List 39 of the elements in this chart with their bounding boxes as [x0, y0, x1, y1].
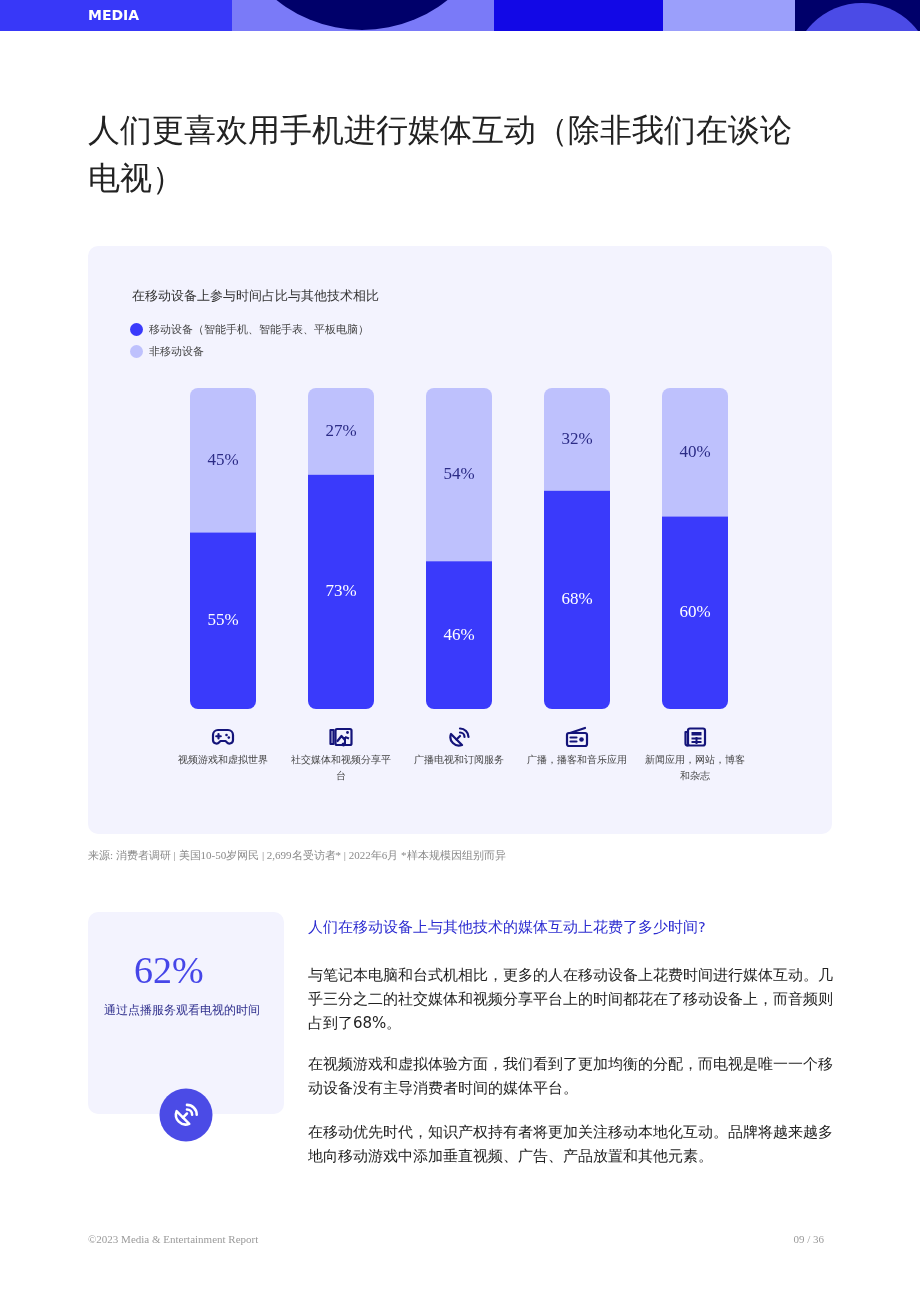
data-label: 73%	[325, 581, 357, 601]
legend-label: 非移动设备	[149, 343, 204, 359]
x-tick-label: 社交媒体和视频分享平台	[290, 753, 392, 783]
bar	[308, 388, 374, 475]
data-label: 46%	[443, 624, 475, 644]
bar	[544, 388, 610, 491]
bar	[426, 388, 492, 562]
data-label: 32%	[561, 428, 593, 448]
data-label: 40%	[679, 441, 711, 461]
bar	[662, 516, 728, 709]
x-tick-label: 视频游戏和虚拟世界	[177, 753, 269, 767]
data-label: 68%	[561, 589, 593, 609]
bar	[308, 474, 374, 709]
x-tick-label: 新闻应用，网站，博客和杂志	[644, 753, 746, 783]
text: 在移动优先时代，知识产权持有者将更加关注移动本地化互动。品牌将越来越多地向移动游戏中添加垂直视频、广告、产品放置和其他元素。	[308, 1122, 834, 1167]
bar	[662, 388, 728, 517]
text: MEDIA	[88, 7, 140, 23]
bar	[426, 561, 492, 709]
x-tick-label: 广播电视和订阅服务	[413, 753, 505, 767]
text: 与笔记本电脑和台式机相比，更多的人在移动设备上花费时间进行媒体互动。几乎三分之二的社交媒体和视频分享平台上的时间都花在了移动设备上，而音频则占到了68%。	[308, 965, 834, 1034]
bar	[190, 388, 256, 533]
legend-label: 移动设备（智能手机、智能手表、平板电脑）	[149, 321, 369, 337]
data-label: 55%	[207, 610, 239, 630]
bar	[544, 490, 610, 709]
bar	[190, 532, 256, 709]
data-label: 60%	[679, 602, 711, 622]
text: 通过点播服务观看电视的时间	[104, 1002, 261, 1019]
chart-subtitle: 在移动设备上参与时间占比与其他技术相比	[132, 287, 379, 305]
text: 在视频游戏和虚拟体验方面，我们看到了更加均衡的分配，而电视是唯一一个移动设备没有主导消费者时间的媒体平台。	[308, 1054, 834, 1099]
text: 62%	[134, 948, 204, 992]
data-label: 27%	[325, 420, 357, 440]
x-tick-label: 广播，播客和音乐应用	[526, 753, 628, 767]
text: ©2023 Media & Entertainment Report	[88, 1233, 259, 1245]
data-label: 45%	[207, 449, 239, 469]
text: 09 / 36	[793, 1233, 824, 1245]
text: 人们在移动设备上与其他技术的媒体互动上花费了多少时间?	[308, 918, 707, 937]
source-note: 来源: 消费者调研 | 美国10-50岁网民 | 2,699名受访者* | 2022年6月 *样本规模因组别而异	[88, 848, 506, 863]
chart-title: 人们更喜欢用手机进行媒体互动（除非我们在谈论电视）	[88, 110, 793, 199]
data-label: 54%	[443, 464, 475, 484]
